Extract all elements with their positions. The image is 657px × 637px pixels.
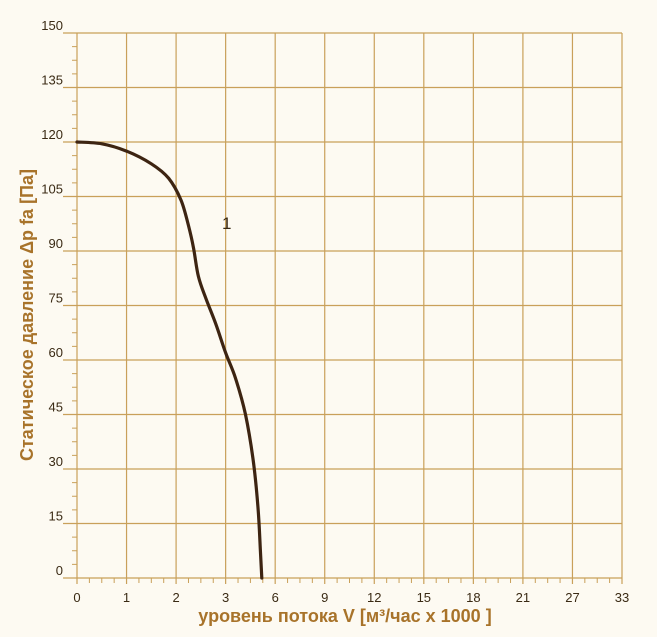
y-tick-label: 135 [41,73,63,88]
x-tick-label: 33 [615,590,629,605]
y-tick-label: 105 [41,182,63,197]
x-tick-label: 12 [367,590,381,605]
x-tick-label: 18 [466,590,480,605]
x-tick-label: 6 [272,590,279,605]
x-tick-label: 2 [172,590,179,605]
y-tick-labels: 0 15 30 45 60 75 90 105 120 135 150 [41,18,63,578]
x-tick-label: 21 [516,590,530,605]
x-tick-label: 27 [565,590,579,605]
y-tick-label: 150 [41,18,63,33]
y-tick-label: 75 [49,291,63,306]
series-curve-1 [75,140,264,580]
y-tick-label: 60 [49,345,63,360]
y-axis-title: Статическое давление Δp fa [Па] [17,169,37,461]
grid [63,32,623,584]
series-label-1: 1 [222,214,231,233]
x-axis-title: уровень потока V [м³/час x 1000 ] [198,606,491,626]
x-tick-label: 3 [222,590,229,605]
x-tick-label: 15 [417,590,431,605]
y-tick-label: 90 [49,236,63,251]
x-tick-labels: 0 1 2 3 6 9 12 15 18 21 27 33 [73,590,629,605]
minor-ticks [72,46,611,583]
y-tick-label: 15 [49,509,63,524]
x-tick-label: 1 [123,590,130,605]
y-tick-label: 30 [49,454,63,469]
y-tick-label: 0 [56,563,63,578]
y-tick-label: 45 [49,400,63,415]
x-tick-label: 9 [321,590,328,605]
x-tick-label: 0 [73,590,80,605]
y-tick-label: 120 [41,127,63,142]
